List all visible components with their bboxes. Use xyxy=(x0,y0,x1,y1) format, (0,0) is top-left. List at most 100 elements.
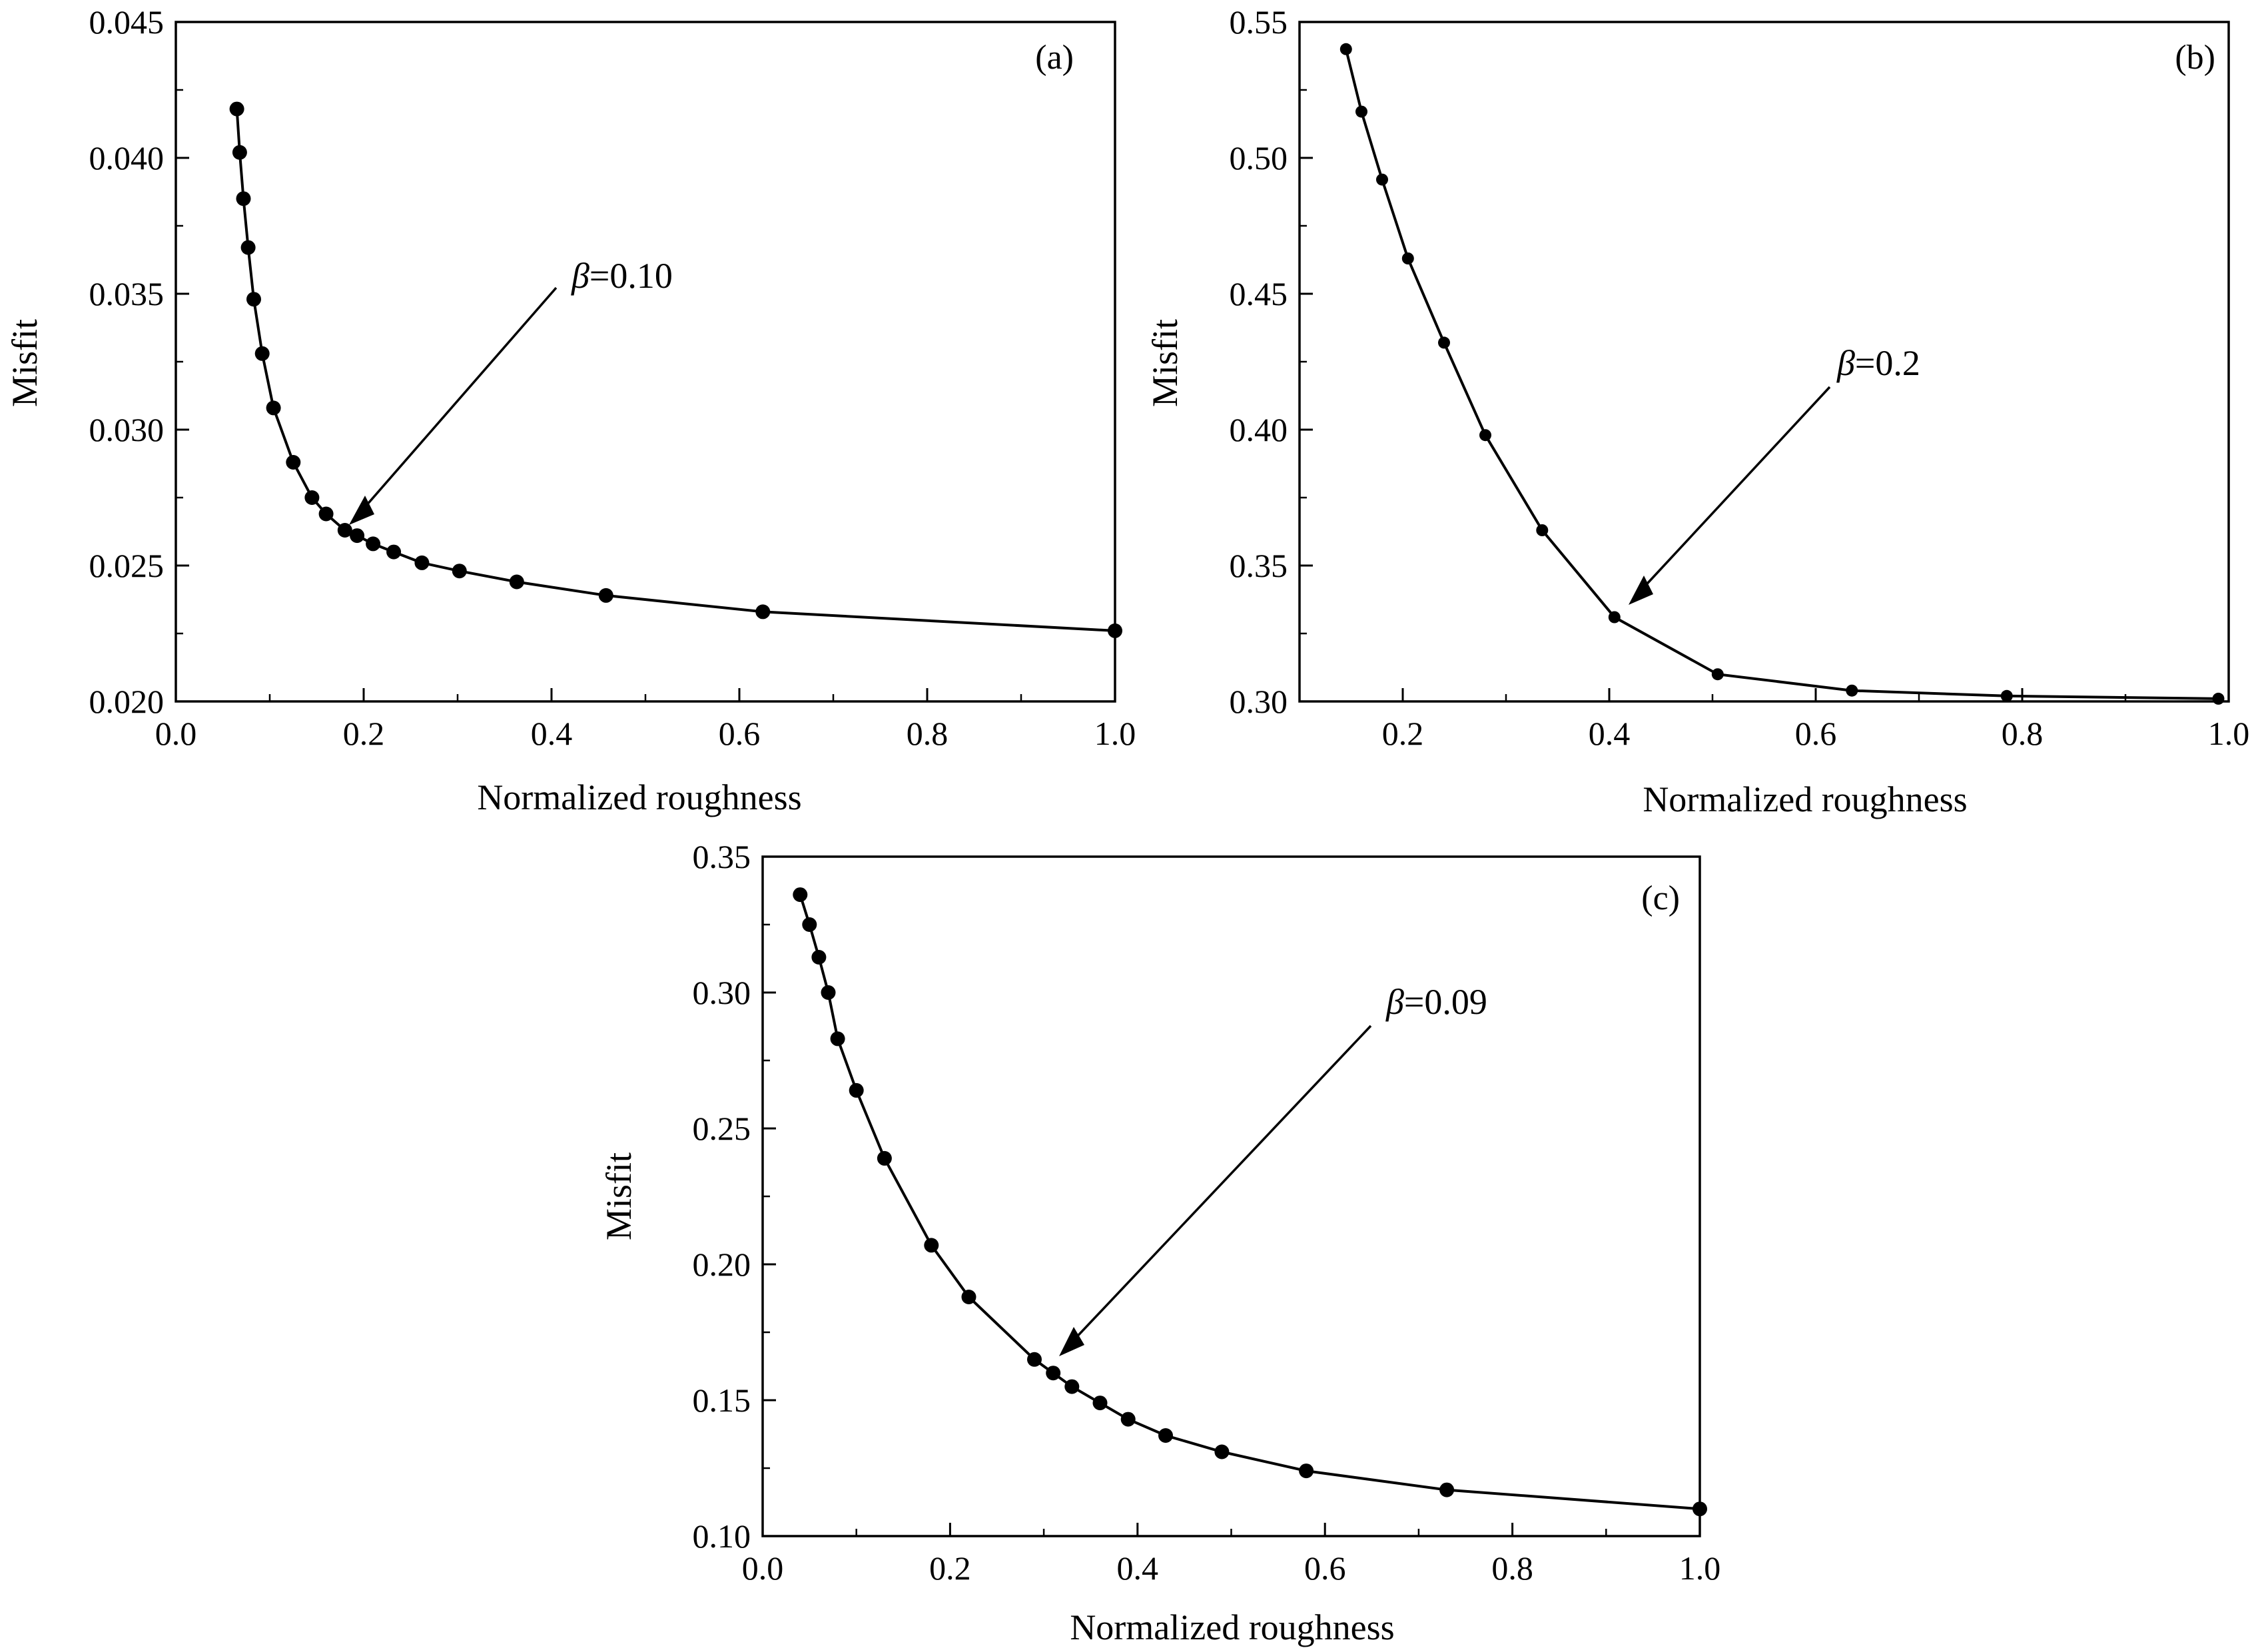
data-point xyxy=(1339,43,1352,55)
y-tick-label: 0.15 xyxy=(693,1382,751,1419)
data-point xyxy=(1064,1379,1080,1394)
y-tick-label: 0.25 xyxy=(693,1110,751,1147)
axis-ticks: 0.0 0.2 0.4 0.6 0.8 1.0 0.10 0.15 0.20 0.25 0.30 0.… xyxy=(693,838,1721,1587)
panel-label: (c) xyxy=(1641,879,1680,917)
x-tick-label: 0.8 xyxy=(1491,1549,1533,1587)
data-point xyxy=(229,101,244,117)
data-point xyxy=(286,455,301,470)
data-point xyxy=(877,1150,892,1166)
y-tick-label: 0.35 xyxy=(693,838,751,875)
data-point xyxy=(830,1031,845,1046)
x-tick-label: 0.4 xyxy=(1117,1549,1159,1587)
panel-label: (b) xyxy=(2175,39,2215,77)
data-point xyxy=(366,536,381,552)
data-point xyxy=(232,145,247,160)
x-tick-label: 1.0 xyxy=(1094,715,1136,752)
arrow-head xyxy=(1059,1327,1084,1356)
arrow-head xyxy=(349,496,374,525)
annotation-label: β=0.10 xyxy=(571,256,673,296)
data-point xyxy=(318,506,334,522)
annotation-arrow xyxy=(1070,1025,1372,1344)
annotation-arrow xyxy=(360,286,558,513)
data-series xyxy=(1339,43,2225,705)
data-point xyxy=(1608,611,1621,623)
x-tick-label: 0.8 xyxy=(907,715,948,752)
data-point xyxy=(1120,1412,1136,1427)
data-point xyxy=(509,574,524,590)
y-tick-label: 0.030 xyxy=(89,411,165,448)
panel-label: (a) xyxy=(1035,39,1074,77)
data-point xyxy=(350,528,365,544)
series-line xyxy=(799,894,1700,1511)
x-axis-title: Normalized roughness xyxy=(1070,1607,1394,1647)
data-point xyxy=(2000,689,2013,702)
data-point xyxy=(236,191,251,206)
data-point xyxy=(337,523,352,538)
panel-c: 0.0 0.2 0.4 0.6 0.8 1.0 0.10 0.15 0.20 0.25 0.30 0.… xyxy=(599,838,1720,1647)
x-tick-label: 0.0 xyxy=(742,1549,784,1587)
data-point xyxy=(246,292,261,307)
data-point xyxy=(1092,1396,1108,1411)
data-point xyxy=(1479,429,1491,442)
y-tick-label: 0.35 xyxy=(1230,547,1288,584)
y-tick-label: 0.30 xyxy=(693,974,751,1011)
data-point xyxy=(1536,524,1549,536)
data-point xyxy=(304,490,320,505)
y-tick-label: 0.025 xyxy=(89,547,165,584)
data-point xyxy=(254,346,270,361)
y-tick-label: 0.040 xyxy=(89,139,165,177)
y-tick-label: 0.035 xyxy=(89,275,165,312)
data-point xyxy=(802,917,817,932)
y-tick-label: 0.40 xyxy=(1230,411,1288,448)
y-tick-label: 0.50 xyxy=(1230,139,1288,177)
y-tick-label: 0.55 xyxy=(1230,3,1288,41)
annotation: β=0.09 xyxy=(1059,982,1487,1356)
data-point xyxy=(961,1290,976,1304)
data-point xyxy=(598,588,613,603)
y-tick-label: 0.045 xyxy=(89,3,165,41)
data-point xyxy=(1401,252,1414,264)
data-point xyxy=(2212,692,2225,705)
data-point xyxy=(1158,1428,1173,1443)
data-series xyxy=(793,887,1707,1517)
x-tick-label: 0.2 xyxy=(343,715,385,752)
y-axis-title: Misfit xyxy=(599,1152,639,1240)
plot-frame xyxy=(761,855,1701,1537)
x-tick-label: 0.2 xyxy=(929,1549,971,1587)
x-tick-label: 0.2 xyxy=(1382,715,1424,752)
annotation: β=0.10 xyxy=(349,256,673,525)
x-tick-label: 0.6 xyxy=(1795,715,1837,752)
data-point xyxy=(1438,336,1450,349)
data-point xyxy=(1027,1352,1042,1367)
y-tick-label: 0.10 xyxy=(693,1517,751,1555)
panel-a: 0.0 0.2 0.4 0.6 0.8 1.0 0.020 0.025 0.030 0.035 0.… xyxy=(5,3,1136,817)
data-series xyxy=(229,101,1122,638)
data-point xyxy=(386,544,402,560)
data-point xyxy=(821,985,836,1000)
data-point xyxy=(1693,1501,1707,1517)
data-point xyxy=(849,1082,864,1098)
x-tick-label: 0.6 xyxy=(719,715,761,752)
x-tick-label: 0.8 xyxy=(2002,715,2044,752)
data-point xyxy=(240,240,256,255)
data-point xyxy=(1711,668,1724,681)
data-point xyxy=(793,887,808,903)
data-point xyxy=(811,950,827,965)
data-point xyxy=(1214,1444,1230,1459)
annotation-label: β=0.09 xyxy=(1385,982,1487,1022)
data-point xyxy=(1439,1482,1455,1497)
arrow-head xyxy=(1629,576,1653,605)
axis-ticks: 0.2 0.4 0.6 0.8 1.0 0.30 0.35 0.40 0.45 0.50 0.55 xyxy=(1230,3,2250,752)
series-line xyxy=(235,109,1116,632)
x-tick-label: 0.4 xyxy=(1589,715,1631,752)
x-axis-title: Normalized roughness xyxy=(1643,779,1967,819)
y-tick-label: 0.020 xyxy=(89,683,165,720)
data-point xyxy=(1299,1463,1314,1479)
plot-frame xyxy=(1298,21,2230,703)
data-point xyxy=(924,1238,939,1253)
data-point xyxy=(1046,1366,1061,1381)
data-point xyxy=(452,564,467,579)
series-line xyxy=(1344,49,2219,700)
annotation-label: β=0.2 xyxy=(1836,343,1920,383)
